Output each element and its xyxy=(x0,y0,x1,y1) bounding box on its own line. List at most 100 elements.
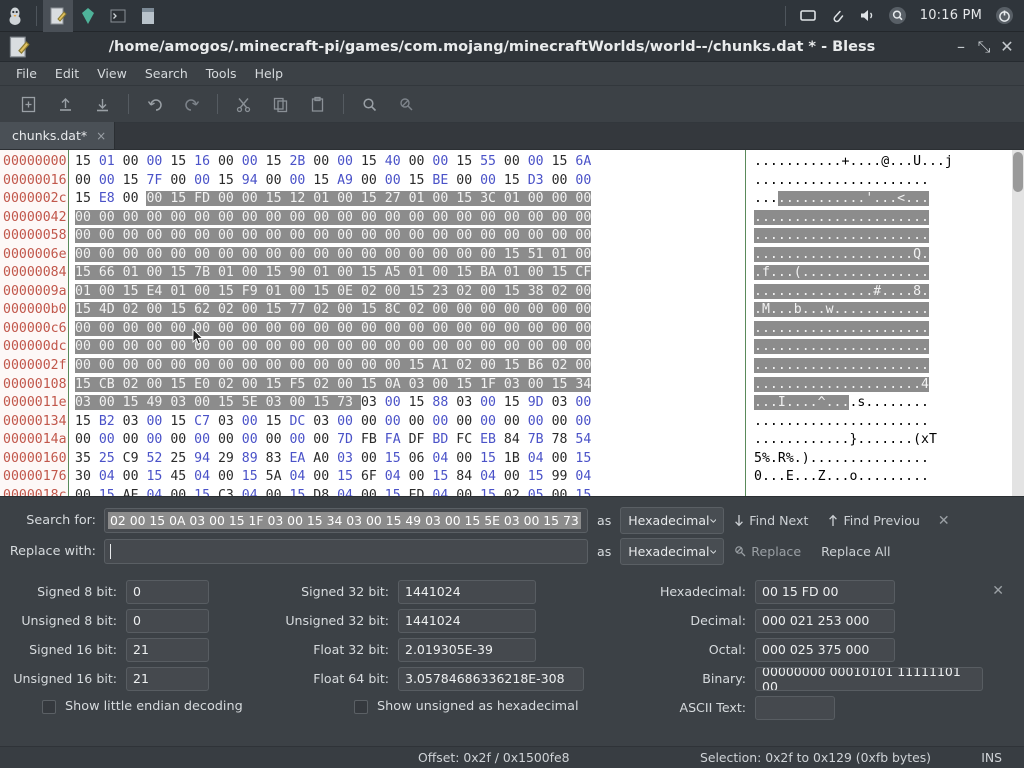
ascii-char[interactable]: . xyxy=(785,339,794,355)
ascii-char[interactable]: . xyxy=(873,209,882,225)
hex-byte[interactable]: 00 xyxy=(360,487,385,497)
hex-row[interactable]: 00 00 00 00 00 00 00 00 00 00 00 00 00 0… xyxy=(75,209,745,228)
hex-byte[interactable]: 00 xyxy=(527,265,552,281)
ascii-char[interactable]: . xyxy=(825,487,834,497)
hex-byte[interactable]: 2B xyxy=(289,154,314,169)
signed-8bit-value[interactable]: 0 xyxy=(126,579,209,604)
hex-byte[interactable]: EB xyxy=(480,432,504,448)
hex-byte[interactable]: 00 xyxy=(241,265,266,281)
hex-byte[interactable]: 15 xyxy=(456,154,481,169)
little-endian-checkbox[interactable] xyxy=(42,699,56,714)
hex-byte[interactable]: 00 xyxy=(551,209,576,225)
hex-byte[interactable]: 15 xyxy=(75,413,99,429)
ascii-char[interactable]: . xyxy=(889,246,898,262)
ascii-char[interactable]: Z xyxy=(817,469,826,485)
ascii-char[interactable]: . xyxy=(754,265,762,281)
hex-byte[interactable]: 03 xyxy=(503,376,528,392)
hex-byte[interactable]: 00 xyxy=(384,172,409,188)
volume-icon[interactable] xyxy=(854,0,882,32)
hex-byte[interactable]: A1 xyxy=(432,358,457,374)
hex-byte[interactable]: 01 xyxy=(503,265,528,281)
ascii-char[interactable]: . xyxy=(817,265,826,281)
cut-icon[interactable] xyxy=(225,89,262,119)
float-32bit-value[interactable]: 2.019305E-39 xyxy=(398,637,536,662)
hex-byte[interactable]: 00 xyxy=(527,339,552,355)
ascii-char[interactable]: . xyxy=(754,339,762,355)
hex-byte[interactable]: 00 xyxy=(75,172,99,188)
ascii-char[interactable]: . xyxy=(857,450,866,466)
ascii-char[interactable]: . xyxy=(881,191,890,207)
ascii-char[interactable]: . xyxy=(865,154,874,169)
hex-byte[interactable]: 15 xyxy=(98,487,123,497)
ascii-char[interactable]: b xyxy=(793,302,802,318)
ascii-char[interactable]: . xyxy=(754,320,762,336)
hex-byte[interactable]: 00 xyxy=(75,246,99,262)
hex-byte[interactable]: 00 xyxy=(194,320,218,336)
hex-byte[interactable]: 03 xyxy=(313,413,338,429)
ascii-char[interactable]: . xyxy=(817,339,826,355)
ascii-char[interactable]: . xyxy=(881,450,890,466)
ascii-char[interactable]: . xyxy=(913,413,922,429)
ascii-char[interactable]: . xyxy=(809,395,818,411)
hex-byte[interactable]: 00 xyxy=(313,358,338,374)
ascii-char[interactable]: . xyxy=(809,154,818,169)
ascii-char[interactable]: . xyxy=(809,432,818,448)
ascii-char[interactable]: . xyxy=(777,358,786,374)
hex-byte[interactable]: 00 xyxy=(170,487,195,497)
ascii-char[interactable]: . xyxy=(785,228,794,244)
menu-view[interactable]: View xyxy=(97,66,127,81)
hex-byte[interactable]: 00 xyxy=(575,358,592,374)
hex-byte[interactable]: FD xyxy=(194,191,218,207)
launcher-bless[interactable] xyxy=(43,0,73,32)
unsigned-16bit-value[interactable]: 21 xyxy=(126,666,209,691)
ascii-char[interactable]: . xyxy=(801,154,810,169)
ascii-column[interactable]: ...........+....@...U...j...............… xyxy=(746,150,990,496)
ascii-row[interactable]: .M...b...w............ xyxy=(754,301,990,320)
hex-byte[interactable]: 27 xyxy=(384,191,409,207)
ascii-char[interactable]: . xyxy=(865,432,874,448)
hex-byte[interactable]: 15 xyxy=(265,265,290,281)
display-icon[interactable] xyxy=(794,0,822,32)
ascii-char[interactable]: . xyxy=(761,154,770,169)
signed-16bit-value[interactable]: 21 xyxy=(126,637,209,662)
ascii-char[interactable]: . xyxy=(817,154,826,169)
hex-byte[interactable]: 34 xyxy=(575,376,592,392)
ascii-char[interactable]: . xyxy=(833,469,842,485)
hex-byte[interactable]: 00 xyxy=(217,209,242,225)
ascii-char[interactable]: . xyxy=(849,246,858,262)
ascii-char[interactable]: . xyxy=(793,228,802,244)
ascii-row[interactable]: .f...(................ xyxy=(754,264,990,283)
ascii-char[interactable]: . xyxy=(825,154,834,169)
ascii-char[interactable]: . xyxy=(777,376,786,392)
hex-byte[interactable]: 15 xyxy=(122,395,147,411)
hex-byte[interactable]: 88 xyxy=(432,395,457,411)
ascii-char[interactable]: . xyxy=(825,358,834,374)
hex-byte[interactable]: 00 xyxy=(313,228,338,244)
ascii-char[interactable]: . xyxy=(841,395,850,411)
hex-byte[interactable]: 00 xyxy=(384,339,409,355)
ascii-char[interactable]: . xyxy=(769,487,778,497)
ascii-char[interactable]: . xyxy=(897,376,906,392)
hex-byte[interactable]: 00 xyxy=(551,320,576,336)
ascii-char[interactable]: 0 xyxy=(754,469,762,485)
ascii-char[interactable]: . xyxy=(761,246,770,262)
hex-byte[interactable]: 00 xyxy=(456,450,481,466)
hex-byte[interactable]: 15 xyxy=(170,265,195,281)
ascii-char[interactable]: . xyxy=(801,265,810,281)
hex-byte[interactable]: 02 xyxy=(360,283,385,299)
hex-byte[interactable]: 15 xyxy=(480,450,504,466)
ascii-char[interactable]: . xyxy=(793,339,802,355)
ascii-char[interactable]: . xyxy=(865,395,874,411)
ascii-char[interactable]: . xyxy=(769,228,778,244)
ascii-char[interactable]: . xyxy=(825,432,834,448)
hex-byte[interactable]: 00 xyxy=(265,209,290,225)
hex-byte[interactable]: 00 xyxy=(122,228,147,244)
hex-byte[interactable]: 00 xyxy=(432,376,457,392)
ascii-row[interactable]: ............}.......(xT xyxy=(754,431,990,450)
ascii-char[interactable]: . xyxy=(897,413,906,429)
ascii-char[interactable]: . xyxy=(905,228,914,244)
ascii-char[interactable]: . xyxy=(913,469,922,485)
ascii-char[interactable]: . xyxy=(921,450,929,466)
ascii-char[interactable]: . xyxy=(921,209,929,225)
ascii-char[interactable]: . xyxy=(889,450,898,466)
